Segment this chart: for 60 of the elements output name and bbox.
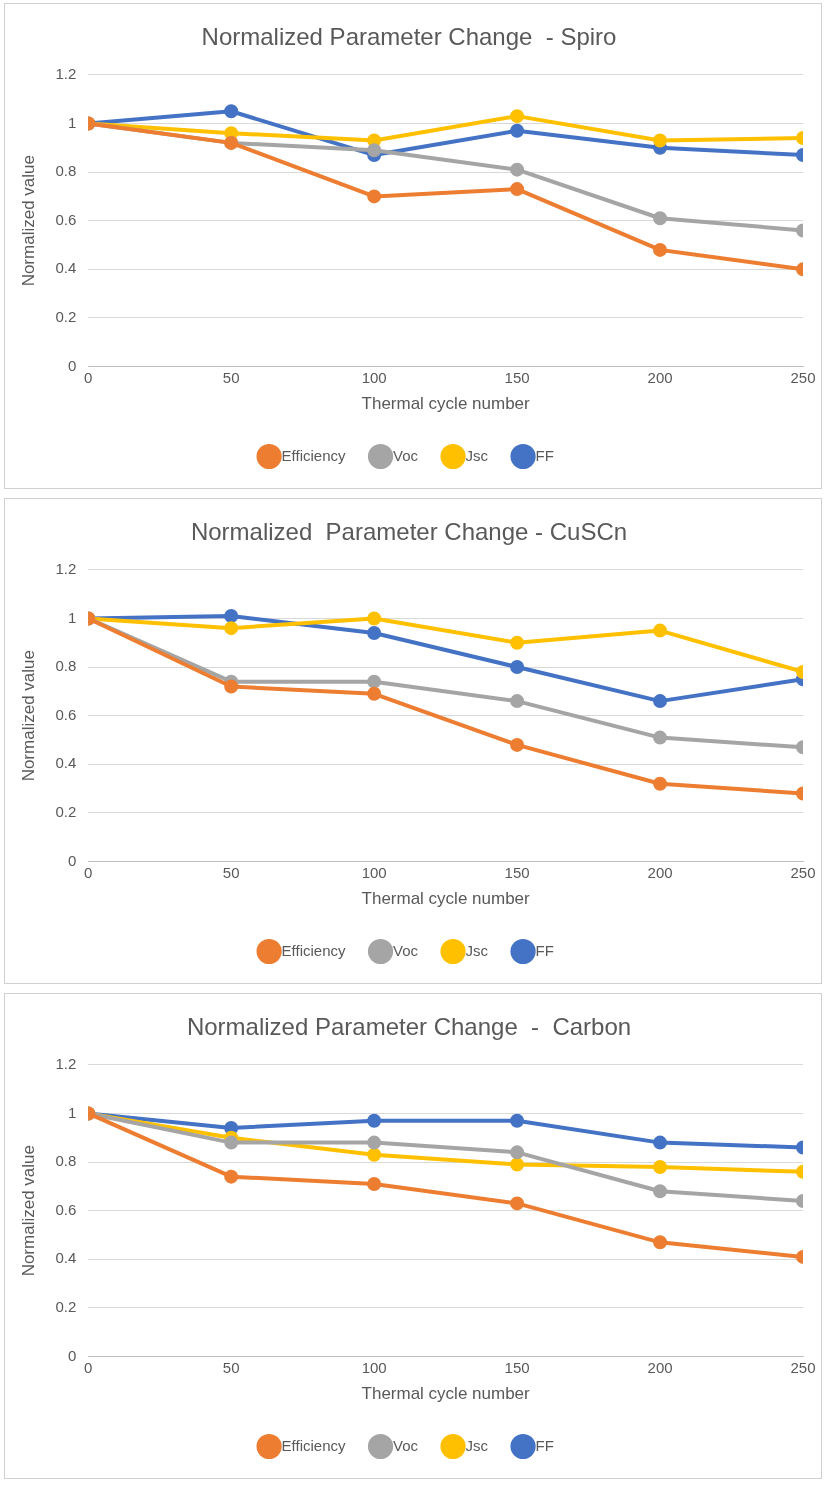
legend-label: FF [535, 941, 554, 959]
y-tick-label: 0 [67, 851, 77, 869]
x-axis-title: Thermal cycle number [361, 394, 531, 414]
y-tick-label: 0 [67, 1346, 77, 1364]
y-tick-label: 0.4 [55, 754, 77, 772]
x-tick-label: 0 [84, 863, 93, 881]
y-tick-label: 0 [67, 356, 77, 374]
legend-label: Efficiency [281, 1436, 347, 1454]
x-tick-label: 0 [84, 1358, 93, 1376]
y-tick-label: 1.2 [55, 559, 77, 577]
x-tick-label: 100 [361, 368, 387, 386]
y-axis-title: Normalized value [18, 1145, 38, 1277]
y-tick-label: 1 [67, 608, 77, 626]
x-tick-label: 100 [361, 863, 387, 881]
y-tick-label: 0.2 [55, 308, 77, 326]
y-tick-label: 0.2 [55, 803, 77, 821]
legend-label: FF [535, 1436, 554, 1454]
y-tick-label: 0.6 [55, 1200, 77, 1218]
legend-label: Voc [393, 941, 419, 959]
legend-label: Jsc [465, 1436, 489, 1454]
x-tick-label: 50 [222, 1358, 240, 1376]
x-tick-label: 200 [647, 1358, 673, 1376]
chart-title: Normalized Parameter Change - CuSCn [190, 518, 628, 546]
y-tick-label: 1 [67, 1103, 77, 1121]
x-tick-label: 250 [790, 368, 816, 386]
chart-title: Normalized Parameter Change - Spiro [201, 23, 617, 51]
x-axis-title: Thermal cycle number [361, 889, 531, 909]
y-tick-label: 0.6 [55, 705, 77, 723]
x-tick-label: 150 [504, 863, 530, 881]
legend-label: Jsc [465, 941, 489, 959]
x-tick-label: 150 [504, 368, 530, 386]
y-tick-label: 0.8 [55, 657, 77, 675]
x-tick-label: 250 [790, 1358, 816, 1376]
y-tick-label: 1 [67, 113, 77, 131]
x-tick-label: 100 [361, 1358, 387, 1376]
x-tick-label: 50 [222, 863, 240, 881]
legend-label: Jsc [465, 446, 489, 464]
y-tick-label: 0.6 [55, 210, 77, 228]
y-axis-title: Normalized value [18, 650, 38, 782]
y-tick-label: 1.2 [55, 1054, 77, 1072]
y-tick-label: 0.4 [55, 259, 77, 277]
legend-label: Voc [393, 1436, 419, 1454]
y-tick-label: 0.8 [55, 1152, 77, 1170]
chart-title: Normalized Parameter Change - Carbon [186, 1013, 632, 1041]
x-tick-label: 200 [647, 368, 673, 386]
y-tick-label: 1.2 [55, 64, 77, 82]
y-tick-label: 0.2 [55, 1298, 77, 1316]
x-tick-label: 150 [504, 1358, 530, 1376]
y-tick-label: 0.4 [55, 1249, 77, 1267]
y-tick-label: 0.8 [55, 162, 77, 180]
x-tick-label: 50 [222, 368, 240, 386]
legend-label: Efficiency [281, 446, 347, 464]
legend-label: FF [535, 446, 554, 464]
y-axis-title: Normalized value [18, 155, 38, 287]
legend-label: Voc [393, 446, 419, 464]
x-tick-label: 200 [647, 863, 673, 881]
x-axis-title: Thermal cycle number [361, 1384, 531, 1404]
x-tick-label: 0 [84, 368, 93, 386]
x-tick-label: 250 [790, 863, 816, 881]
legend-label: Efficiency [281, 941, 347, 959]
